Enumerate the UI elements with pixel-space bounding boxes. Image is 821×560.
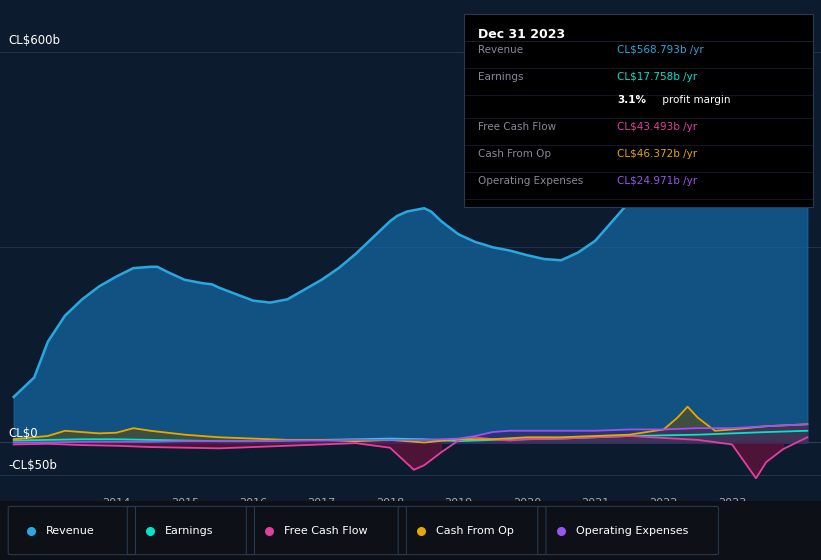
Text: Earnings: Earnings <box>165 525 213 535</box>
Text: CL$24.971b /yr: CL$24.971b /yr <box>617 176 698 186</box>
Text: 2017: 2017 <box>307 498 336 508</box>
Text: 2014: 2014 <box>102 498 131 508</box>
Text: profit margin: profit margin <box>659 95 731 105</box>
Text: -CL$50b: -CL$50b <box>8 459 57 473</box>
Text: Free Cash Flow: Free Cash Flow <box>478 122 556 132</box>
Text: CL$568.793b /yr: CL$568.793b /yr <box>617 45 704 55</box>
Text: 2022: 2022 <box>649 498 678 508</box>
Text: 2016: 2016 <box>239 498 267 508</box>
Text: Operating Expenses: Operating Expenses <box>576 525 688 535</box>
Text: CL$0: CL$0 <box>8 427 38 440</box>
Text: 2023: 2023 <box>718 498 746 508</box>
Text: 2020: 2020 <box>512 498 541 508</box>
Text: Operating Expenses: Operating Expenses <box>478 176 583 186</box>
Text: CL$46.372b /yr: CL$46.372b /yr <box>617 150 698 159</box>
Text: 2018: 2018 <box>376 498 404 508</box>
Text: 2019: 2019 <box>444 498 473 508</box>
Text: 2015: 2015 <box>171 498 199 508</box>
Text: CL$600b: CL$600b <box>8 34 60 47</box>
Text: Revenue: Revenue <box>478 45 523 55</box>
Text: 2021: 2021 <box>581 498 609 508</box>
Text: Cash From Op: Cash From Op <box>436 525 514 535</box>
Text: Dec 31 2023: Dec 31 2023 <box>478 27 565 40</box>
Text: CL$43.493b /yr: CL$43.493b /yr <box>617 122 698 132</box>
Text: CL$17.758b /yr: CL$17.758b /yr <box>617 72 698 82</box>
Text: 3.1%: 3.1% <box>617 95 646 105</box>
Text: Revenue: Revenue <box>46 525 94 535</box>
Text: Cash From Op: Cash From Op <box>478 150 551 159</box>
Text: Earnings: Earnings <box>478 72 523 82</box>
Text: Free Cash Flow: Free Cash Flow <box>284 525 368 535</box>
